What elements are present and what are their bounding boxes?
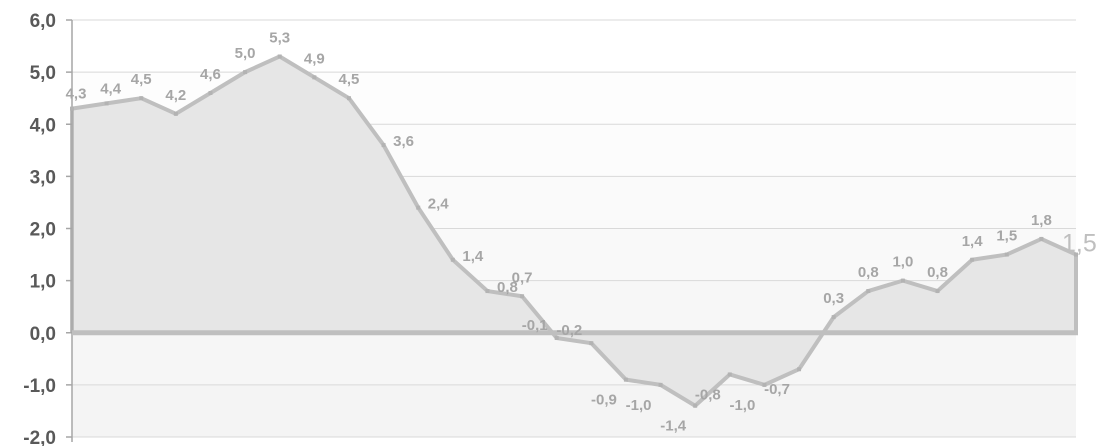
data-label: 3,6 bbox=[393, 133, 414, 150]
data-label: -1,4 bbox=[660, 418, 687, 435]
background-band bbox=[72, 384, 1076, 437]
data-point bbox=[797, 367, 802, 372]
data-label: 1,4 bbox=[462, 248, 484, 265]
data-point bbox=[70, 106, 74, 111]
y-tick-label: 1,0 bbox=[30, 272, 56, 293]
data-point bbox=[554, 335, 559, 340]
data-point bbox=[589, 341, 594, 346]
data-label: 0,8 bbox=[497, 279, 518, 296]
data-label: 4,4 bbox=[100, 80, 122, 97]
data-label: -1,0 bbox=[626, 397, 652, 414]
data-point bbox=[762, 382, 767, 387]
background-band bbox=[72, 20, 1076, 73]
data-point bbox=[866, 289, 871, 294]
data-point bbox=[346, 96, 351, 101]
y-tick-label: -2,0 bbox=[23, 428, 56, 446]
data-label: 0,3 bbox=[823, 290, 844, 307]
data-label: 4,2 bbox=[165, 87, 186, 104]
data-point bbox=[243, 70, 248, 75]
y-tick-label: 4,0 bbox=[30, 115, 56, 136]
data-label: 5,3 bbox=[269, 29, 290, 46]
data-label: -0,8 bbox=[695, 386, 721, 403]
data-label: 5,0 bbox=[235, 45, 256, 62]
data-label: -0,7 bbox=[764, 381, 790, 398]
data-label: 1,5 bbox=[1062, 230, 1097, 258]
data-point bbox=[900, 278, 905, 283]
y-tick-label: 2,0 bbox=[30, 220, 56, 241]
data-label: 1,0 bbox=[892, 254, 913, 271]
data-point bbox=[104, 101, 109, 106]
data-point bbox=[312, 75, 317, 80]
data-label: -0,9 bbox=[591, 392, 617, 409]
data-label: 1,8 bbox=[1031, 212, 1052, 229]
data-point bbox=[1074, 252, 1078, 257]
data-label: 2,4 bbox=[428, 196, 450, 213]
y-tick-label: 6,0 bbox=[30, 11, 56, 32]
data-point bbox=[727, 372, 732, 377]
data-point bbox=[1004, 252, 1009, 257]
data-point bbox=[1039, 236, 1044, 241]
data-labels: 4,3 4,44,54,24,65,05,34,94,53,62,41,40,80… bbox=[66, 29, 1097, 434]
y-tick-labels: 6,0 5,0 4,0 3,0 2,0 1,0 0,0 -1,0 -2,0 bbox=[23, 11, 56, 446]
y-tick-label: 3,0 bbox=[30, 167, 56, 188]
axes bbox=[66, 19, 1078, 442]
data-label: 4,3 bbox=[66, 86, 87, 103]
data-point bbox=[623, 377, 628, 382]
data-point bbox=[970, 257, 975, 262]
data-point bbox=[173, 111, 178, 116]
data-point bbox=[831, 315, 836, 320]
data-label: 4,9 bbox=[304, 50, 325, 67]
data-point bbox=[450, 257, 455, 262]
data-point bbox=[277, 54, 282, 59]
data-label: 0,8 bbox=[858, 264, 879, 281]
data-point bbox=[416, 205, 421, 210]
data-points bbox=[70, 54, 1078, 408]
series-line bbox=[71, 54, 1077, 408]
data-point bbox=[935, 289, 940, 294]
data-point bbox=[208, 90, 213, 95]
data-label: -0,2 bbox=[556, 322, 582, 339]
data-label: -0,1 bbox=[522, 317, 548, 334]
data-label: 4,5 bbox=[131, 71, 152, 88]
data-label: 4,5 bbox=[339, 71, 360, 88]
data-point bbox=[139, 96, 144, 101]
y-tick-label: -1,0 bbox=[23, 376, 56, 397]
y-tick-label: 5,0 bbox=[30, 63, 56, 84]
data-label: 0,8 bbox=[927, 264, 948, 281]
y-tick-label: 0,0 bbox=[30, 324, 56, 345]
data-point bbox=[693, 403, 698, 408]
data-point bbox=[485, 289, 490, 294]
data-label: 4,6 bbox=[200, 66, 221, 83]
area-fill bbox=[72, 56, 1076, 406]
data-point bbox=[658, 382, 663, 387]
data-point bbox=[520, 294, 525, 299]
data-label: 1,4 bbox=[962, 233, 984, 250]
data-label: -1,0 bbox=[729, 397, 755, 414]
data-point bbox=[381, 143, 386, 148]
data-label: 0,7 bbox=[512, 269, 533, 286]
data-label: 1,5 bbox=[996, 228, 1017, 245]
